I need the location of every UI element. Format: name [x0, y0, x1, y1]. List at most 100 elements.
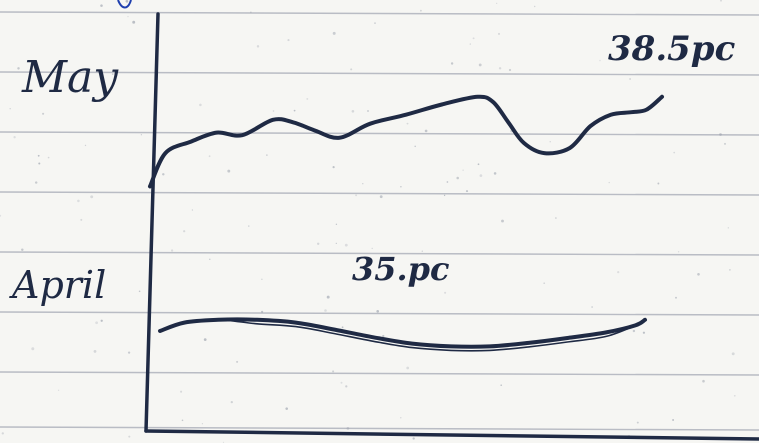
ruled-line-6: [0, 311, 759, 316]
ruled-line-2: [0, 71, 759, 76]
speckle: [256, 45, 260, 48]
speckle: [208, 155, 211, 158]
speckle: [250, 11, 252, 13]
speckle: [478, 63, 482, 67]
speckle: [351, 110, 355, 113]
speckle: [346, 427, 350, 430]
speckle: [421, 250, 424, 252]
speckle: [266, 154, 268, 156]
speckle: [500, 384, 503, 387]
series-lines: [148, 94, 664, 352]
speckle: [272, 110, 275, 112]
speckle: [497, 32, 501, 35]
speckle: [52, 70, 55, 73]
speckle: [170, 249, 174, 252]
speckle: [180, 390, 183, 393]
speckle: [199, 103, 202, 107]
speckle: [287, 39, 290, 42]
speckle: [332, 370, 335, 373]
speckle: [672, 419, 675, 421]
speckle: [9, 107, 11, 110]
speckle: [376, 309, 380, 313]
speckle: [617, 271, 620, 274]
speckle: [335, 242, 337, 245]
speckle: [629, 78, 632, 80]
speckle: [727, 227, 729, 229]
speckle: [1, 432, 4, 435]
speckle: [332, 166, 335, 169]
speckle: [533, 5, 536, 8]
speckle: [591, 306, 593, 308]
speckle: [632, 329, 636, 333]
speckle: [697, 272, 700, 276]
speckle: [37, 154, 40, 157]
ruled-line-7: [0, 371, 759, 376]
speckle: [675, 296, 677, 299]
speckle: [127, 351, 131, 354]
speckle: [367, 110, 369, 112]
speckle: [285, 407, 288, 410]
ruled-lines: [0, 11, 759, 431]
speckle: [181, 419, 184, 422]
april-series-line: [158, 317, 647, 349]
speckle: [340, 381, 343, 384]
speckle: [100, 319, 103, 322]
speckle: [720, 0, 722, 2]
speckle: [443, 194, 446, 197]
speckle: [719, 133, 722, 136]
speckle: [38, 162, 41, 165]
speckle: [379, 195, 383, 199]
may-value-annotation: 38.5pc: [608, 29, 736, 69]
speckle: [498, 67, 502, 70]
speckle: [209, 258, 211, 261]
speckle: [227, 169, 231, 173]
speckle: [493, 172, 497, 175]
april-series-label: April: [9, 263, 106, 307]
speckle: [248, 225, 250, 227]
speckle: [21, 248, 24, 251]
speckle: [733, 394, 736, 397]
speckle: [61, 62, 63, 65]
speckle: [236, 360, 239, 363]
speckle: [456, 176, 459, 180]
speckle: [657, 182, 660, 185]
speckle: [444, 291, 447, 294]
speckle: [324, 309, 327, 312]
speckle: [406, 366, 410, 370]
speckle: [472, 37, 475, 40]
may-series-label: May: [21, 52, 119, 103]
speckle: [57, 389, 60, 391]
speckle: [13, 136, 16, 139]
speckle: [332, 31, 336, 35]
speckle: [469, 43, 471, 45]
speckle: [465, 190, 469, 193]
speckle: [374, 22, 376, 24]
speckle: [293, 109, 296, 112]
speckle: [306, 97, 309, 100]
speckle: [17, 67, 20, 70]
speckle: [261, 310, 264, 313]
speckle: [673, 151, 676, 154]
may-series-line: [148, 94, 664, 189]
speckle: [450, 62, 454, 65]
speckle: [341, 326, 344, 329]
speckle: [183, 230, 186, 233]
speckle: [102, 98, 105, 101]
speckle: [203, 338, 207, 341]
speckle: [406, 122, 409, 125]
ruled-line-8: [0, 426, 759, 431]
speckle: [462, 169, 464, 171]
paper-speckles: [0, 0, 736, 443]
speckle: [345, 385, 348, 388]
x-axis: [144, 429, 759, 441]
speckle: [100, 4, 103, 7]
speckle: [420, 9, 422, 12]
speckle: [555, 217, 557, 219]
speckle: [382, 334, 385, 338]
speckle: [412, 437, 415, 440]
speckle: [31, 347, 35, 351]
speckle: [543, 282, 546, 285]
speckle: [424, 129, 428, 133]
speckle: [479, 174, 483, 177]
